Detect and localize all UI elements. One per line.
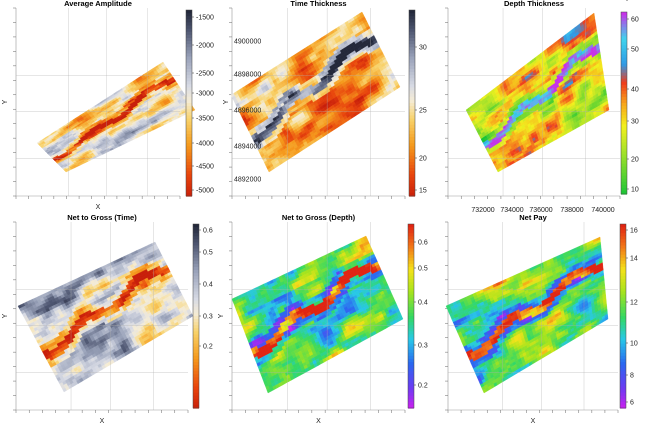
colorbar-tick-label: -4000 [196, 140, 214, 147]
colorbar-tick-label: 30 [419, 44, 427, 51]
x-tick-label: 738000 [560, 207, 583, 214]
colorbar-tick-label: -4500 [196, 163, 214, 170]
colorbar-tick-label: 30 [631, 118, 639, 125]
colorbar-tick-label: -1500 [196, 14, 214, 21]
panel-4: Net to Gross (Time)XY0.60.50.40.30.2 [2, 213, 213, 424]
chart-title: Depth Thickness [504, 0, 564, 8]
y-axis-label: Y [223, 99, 230, 104]
heatmap-cells [17, 241, 194, 393]
y-tick-label: 4892000 [234, 176, 261, 183]
colorbar-tick-label: 15 [419, 187, 427, 194]
colorbar-tick-label: 40 [631, 86, 639, 93]
colorbar-tick-label: 20 [631, 156, 639, 163]
colorbar-tick-label: 50 [631, 46, 639, 53]
colorbar-tick-label: -2500 [196, 70, 214, 77]
y-tick-label: 4896000 [234, 107, 261, 114]
y-tick-label: 4894000 [234, 143, 261, 150]
heatmap-cells [36, 61, 196, 173]
x-tick-label: 732000 [471, 207, 494, 214]
colorbar-tick-label: -5000 [196, 187, 214, 194]
colorbar-tick-label: 20 [419, 155, 427, 162]
colorbar-tick-label: 25 [419, 107, 427, 114]
colorbar: -1500 -2000 -2500 -3000 -3500 -4000 -4500 -5000 [185, 9, 214, 197]
colorbar: 60 50 40 30 20 10 [620, 11, 639, 195]
colorbar-tick-label: -3000 [196, 90, 214, 97]
colorbar-tick-label: 10 [631, 186, 639, 193]
panel-2: Time Thickness Y 30 25 20 15 4900000 4898000 489… [223, 0, 427, 199]
chart-title: Average Amplitude [64, 0, 132, 8]
y-tick-label: 4900000 [234, 38, 261, 45]
x-axis-label: X [96, 204, 101, 211]
colorbar-tick-label: 60 [631, 16, 639, 23]
colorbar-tick-label: -2000 [196, 42, 214, 49]
colorbar-tick-label: -3500 [196, 115, 214, 122]
x-tick-label: 740000 [591, 207, 614, 214]
panel-1: Average AmplitudeXY-1500-2000-2500-3000-… [2, 0, 214, 211]
y-axis-label: Y [2, 99, 9, 104]
chart-title: Time Thickness [290, 0, 346, 8]
heatmap-cells [465, 12, 610, 173]
colorbar: 30 25 20 15 [408, 9, 427, 197]
y-tick-label: 4898000 [234, 71, 261, 78]
